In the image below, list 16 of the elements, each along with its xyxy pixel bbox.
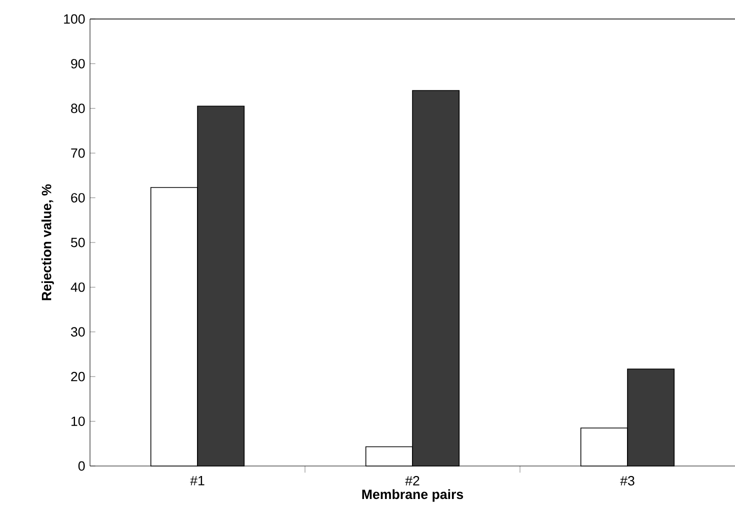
y-tick-label: 20	[71, 372, 85, 382]
y-tick-label: 30	[70, 327, 85, 337]
y-tick-label: 10	[71, 416, 85, 426]
y-tick-label: 40	[70, 282, 85, 292]
y-tick-label: 90	[71, 58, 85, 68]
x-tick-label: #2	[405, 476, 420, 486]
x-axis-title: Membrane pairs	[362, 489, 464, 502]
y-axis-title: Rejection value, %	[41, 184, 54, 300]
y-tick-label: 70	[71, 148, 85, 158]
x-tick-label: #1	[190, 476, 204, 486]
y-tick-label: 60	[71, 193, 85, 203]
y-tick-label: 100	[64, 14, 85, 24]
y-tick-label: 80	[71, 104, 85, 114]
x-tick-label: #3	[620, 476, 634, 486]
y-tick-label: 50	[71, 238, 85, 248]
y-tick-label: 0	[78, 461, 85, 471]
